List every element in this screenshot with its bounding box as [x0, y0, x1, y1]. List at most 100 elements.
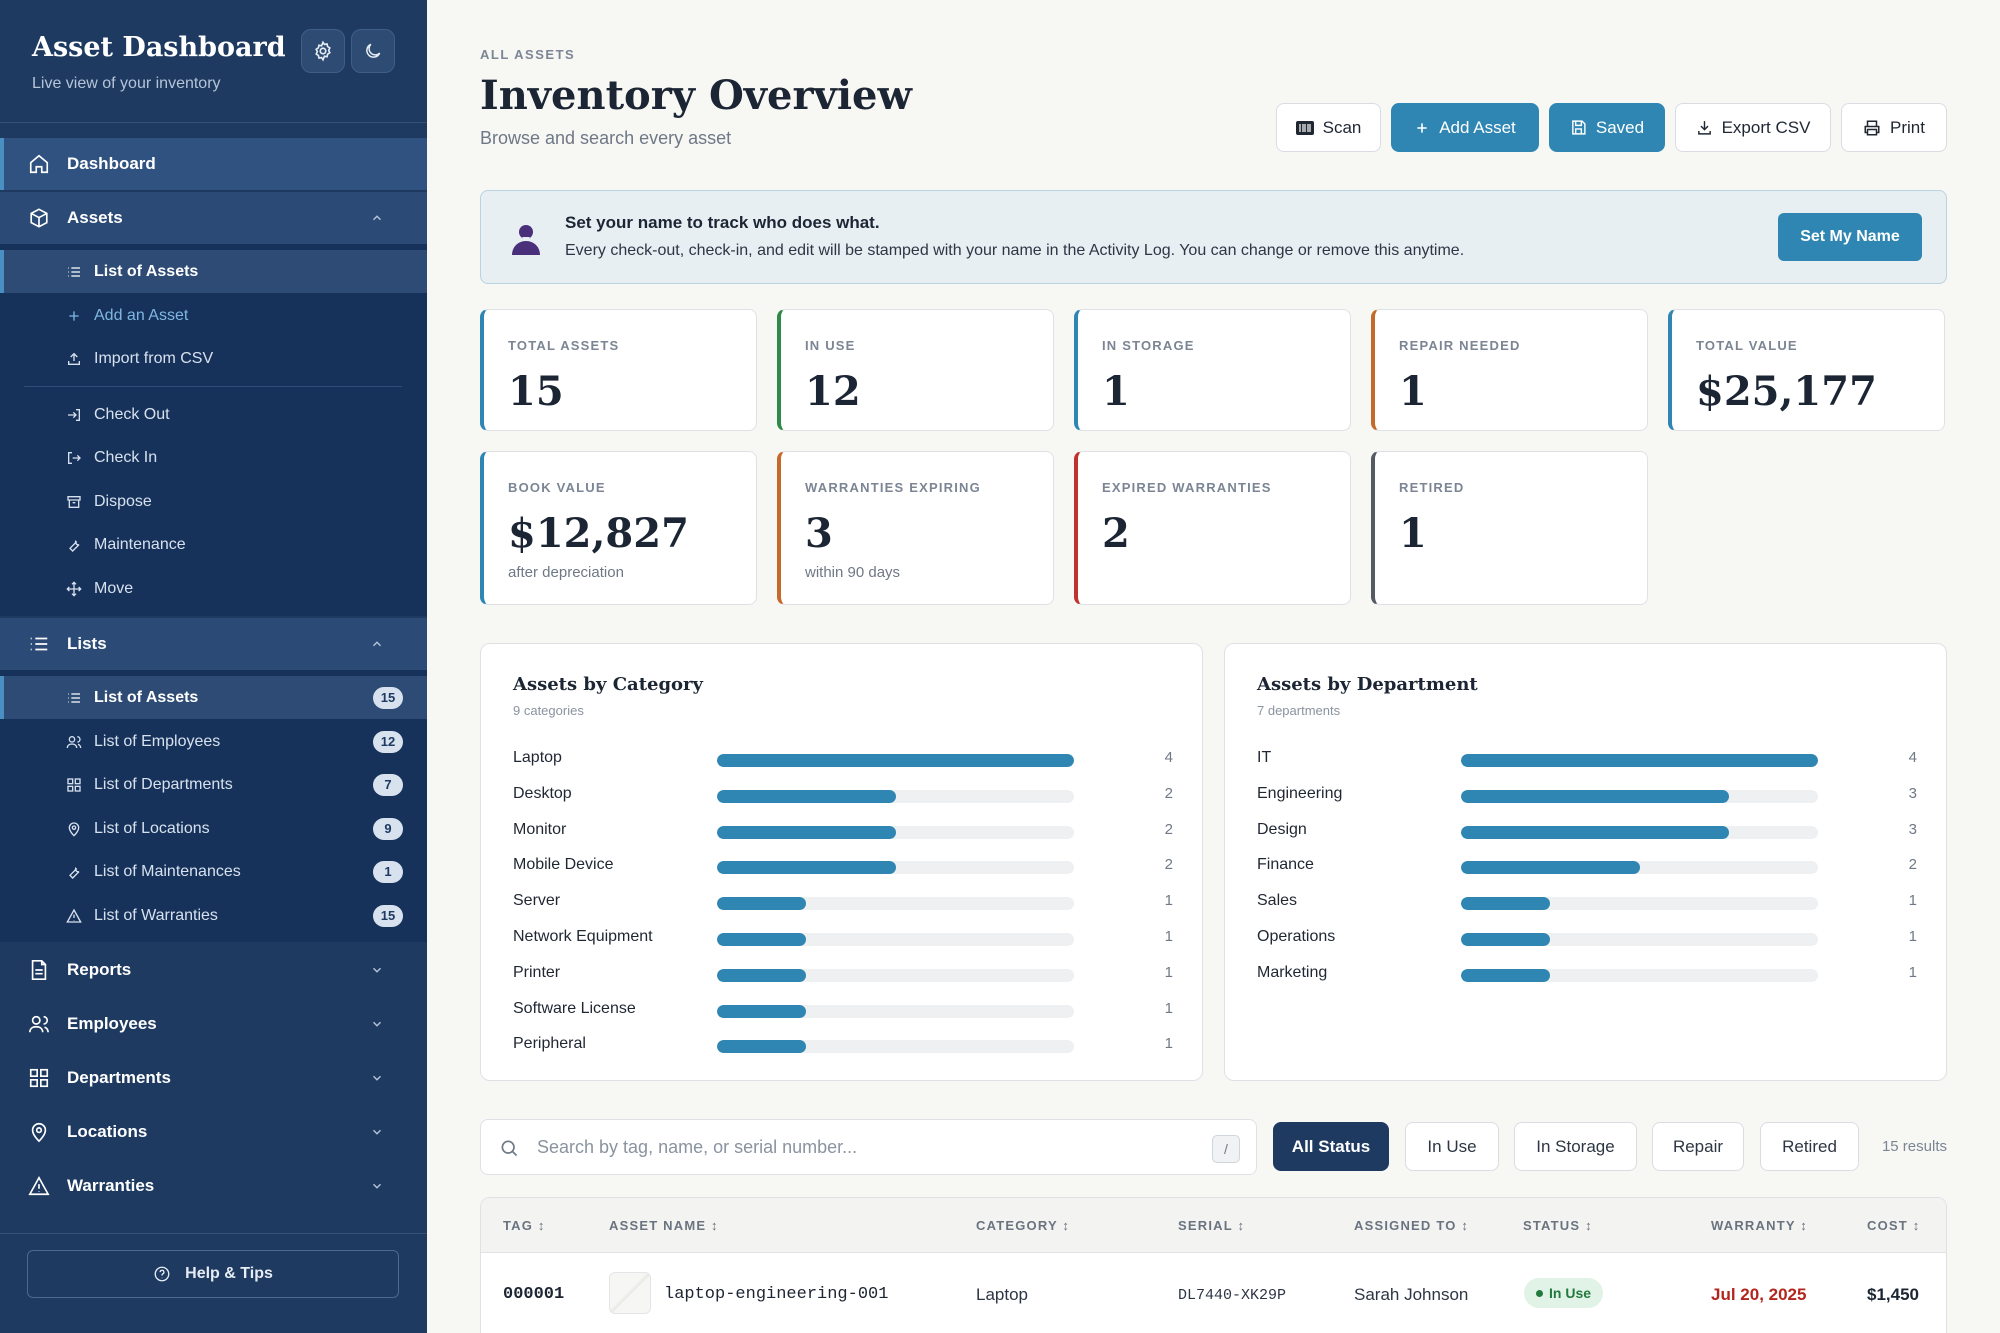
column-label: TAG — [503, 1218, 534, 1233]
bar-label: Marketing — [1257, 963, 1328, 981]
bar-label: Engineering — [1257, 784, 1343, 802]
stat-card: TOTAL ASSETS 15 — [480, 309, 757, 431]
nav-employees[interactable]: Employees — [0, 998, 427, 1050]
filter-all-status[interactable]: All Status — [1273, 1122, 1389, 1171]
count-badge: 12 — [373, 730, 403, 753]
sub-dispose[interactable]: Dispose — [0, 480, 427, 523]
bar-track — [1461, 754, 1818, 767]
saved-button[interactable]: Saved — [1549, 103, 1665, 152]
name-banner: Set your name to track who does what. Ev… — [480, 190, 1947, 284]
print-label: Print — [1890, 117, 1925, 137]
bar-value: 3 — [1908, 820, 1917, 838]
count-badge: 9 — [373, 817, 403, 840]
nav-departments-label: Departments — [67, 1068, 171, 1087]
column-header[interactable]: SERIAL ↕ — [1178, 1218, 1246, 1233]
search-box: / — [480, 1119, 1257, 1175]
chevron-down-icon — [373, 967, 381, 973]
sub-label: Import from CSV — [94, 349, 214, 367]
nav-dashboard[interactable]: Dashboard — [0, 138, 427, 190]
theme-toggle-button[interactable] — [351, 29, 395, 73]
bar-fill — [1461, 825, 1729, 839]
help-button[interactable]: Help & Tips — [27, 1250, 399, 1298]
stat-label: IN USE — [805, 338, 856, 353]
nav-warranties[interactable]: Warranties — [0, 1160, 427, 1212]
grid-icon — [29, 1068, 49, 1088]
stat-value: $12,827 — [508, 510, 689, 557]
filter-repair[interactable]: Repair — [1652, 1122, 1744, 1171]
bar-row: Mobile Device 2 — [513, 853, 1173, 879]
gear-icon — [315, 40, 331, 62]
banner-text: Every check-out, check-in, and edit will… — [565, 242, 1465, 259]
sub-check-out[interactable]: Check Out — [0, 393, 427, 436]
stat-card: TOTAL VALUE $25,177 — [1668, 309, 1945, 431]
bar-label: Printer — [513, 963, 561, 981]
column-label: COST — [1867, 1218, 1908, 1233]
asset-serial: DL7440-XK29P — [1178, 1287, 1287, 1304]
list-item-employees[interactable]: List of Employees 12 — [0, 720, 427, 763]
sub-move[interactable]: Move — [0, 567, 427, 610]
nav-departments[interactable]: Departments — [0, 1052, 427, 1104]
nav-locations[interactable]: Locations — [0, 1106, 427, 1158]
stat-value: 15 — [508, 368, 564, 415]
stat-label: IN STORAGE — [1102, 338, 1195, 353]
bar-row: Engineering 3 — [1257, 782, 1917, 808]
column-header[interactable]: TAG ↕ — [503, 1218, 546, 1233]
column-header[interactable]: ASSIGNED TO ↕ — [1354, 1218, 1470, 1233]
search-input[interactable] — [537, 1130, 1177, 1164]
add-asset-button[interactable]: Add Asset — [1391, 103, 1539, 152]
bar-value: 1 — [1164, 1035, 1173, 1053]
bar-label: Design — [1257, 820, 1307, 838]
filter-in-storage[interactable]: In Storage — [1514, 1122, 1637, 1171]
stat-value: 12 — [805, 368, 861, 415]
count-badge: 1 — [373, 860, 403, 883]
sub-list-of-assets[interactable]: List of Assets — [0, 250, 427, 293]
sub-maintenance[interactable]: Maintenance — [0, 523, 427, 566]
column-label: ASSET NAME — [609, 1218, 707, 1233]
filter-retired[interactable]: Retired — [1760, 1122, 1859, 1171]
divider — [0, 122, 427, 123]
printer-icon — [1864, 120, 1880, 135]
bar-label: Sales — [1257, 892, 1298, 910]
list-item-maintenances[interactable]: List of Maintenances 1 — [0, 850, 427, 893]
map-pin-icon — [31, 1122, 47, 1143]
sub-check-in[interactable]: Check In — [0, 436, 427, 479]
stat-card: REPAIR NEEDED 1 — [1371, 309, 1648, 431]
nav-reports[interactable]: Reports — [0, 944, 427, 996]
set-name-button[interactable]: Set My Name — [1778, 213, 1922, 261]
bar-value: 2 — [1908, 856, 1917, 874]
column-header[interactable]: ASSET NAME ↕ — [609, 1218, 719, 1233]
filter-in-use[interactable]: In Use — [1405, 1122, 1499, 1171]
app-subtitle: Live view of your inventory — [32, 75, 221, 92]
divider — [24, 386, 402, 387]
column-header[interactable]: CATEGORY ↕ — [976, 1218, 1071, 1233]
asset-name-link[interactable]: laptop-engineering-001 — [664, 1285, 889, 1304]
bar-track — [1461, 897, 1818, 911]
bar-row: Monitor 2 — [513, 818, 1173, 844]
bar-track — [717, 933, 1074, 946]
nav-assets[interactable]: Assets — [0, 192, 427, 244]
sub-add-an-asset[interactable]: Add an Asset — [0, 294, 427, 337]
export-label: Export CSV — [1721, 117, 1811, 137]
stat-label: RETIRED — [1399, 480, 1465, 495]
export-csv-button[interactable]: Export CSV — [1675, 103, 1831, 152]
settings-button[interactable] — [301, 29, 345, 73]
column-header[interactable]: STATUS ↕ — [1523, 1218, 1593, 1233]
list-item-warranties[interactable]: List of Warranties 15 — [0, 894, 427, 937]
panel-title: Assets by Department — [1257, 674, 1478, 695]
list-item-assets[interactable]: List of Assets 15 — [0, 676, 427, 719]
column-header[interactable]: WARRANTY ↕ — [1711, 1218, 1808, 1233]
list-item-locations[interactable]: List of Locations 9 — [0, 807, 427, 850]
user-icon — [512, 225, 540, 255]
nav-lists[interactable]: Lists — [0, 618, 427, 670]
column-header[interactable]: COST ↕ — [1867, 1218, 1921, 1233]
print-button[interactable]: Print — [1841, 103, 1947, 152]
asset-thumbnail — [609, 1272, 651, 1314]
scan-button[interactable]: Scan — [1276, 103, 1381, 152]
sub-import-csv[interactable]: Import from CSV — [0, 337, 427, 380]
asset-category: Laptop — [976, 1285, 1028, 1304]
brand: Asset Dashboard Live view of your invent… — [32, 32, 286, 93]
list-item-departments[interactable]: List of Departments 7 — [0, 763, 427, 806]
stat-card: RETIRED 1 — [1371, 451, 1648, 605]
grid-icon — [67, 777, 81, 792]
bar-row: Operations 1 — [1257, 925, 1917, 951]
